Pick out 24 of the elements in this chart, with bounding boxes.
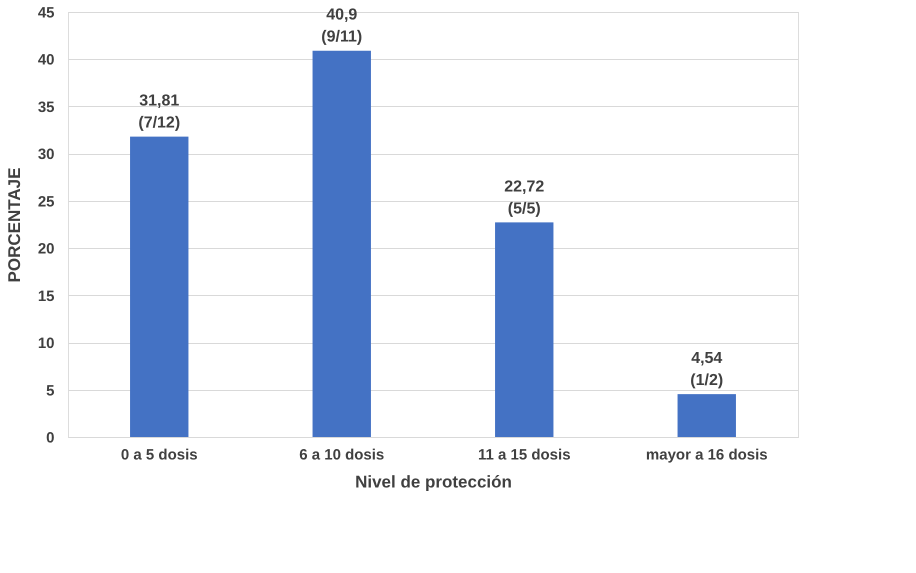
y-tick-label: 40 (38, 52, 54, 69)
y-tick-label: 0 (46, 430, 54, 446)
data-label: 31,81 (7/12) (138, 92, 180, 132)
data-label: 40,9 (9/11) (321, 6, 362, 46)
bar (495, 222, 554, 437)
x-tick-label: mayor a 16 dosis (646, 446, 768, 464)
y-tick-label: 35 (38, 98, 54, 116)
y-tick-label: 30 (38, 146, 54, 164)
bar (678, 394, 736, 437)
y-axis-title: PORCENTAJE (4, 168, 24, 282)
bar (130, 136, 188, 437)
bar (312, 50, 371, 437)
y-tick-label: 45 (38, 4, 54, 22)
y-tick-label: 10 (38, 335, 54, 352)
y-tick-label: 20 (38, 240, 54, 258)
data-label: 22,72 (5/5) (504, 178, 544, 218)
x-axis-title: Nivel de protección (355, 472, 512, 492)
data-label: 4,54 (1/2) (690, 350, 724, 390)
x-tick-label: 0 a 5 dosis (120, 446, 198, 464)
x-tick-label: 6 a 10 dosis (299, 446, 384, 464)
y-tick-label: 25 (38, 193, 54, 210)
x-tick-label: 11 a 15 dosis (478, 446, 571, 464)
y-tick-label: 15 (38, 288, 54, 305)
y-tick-label: 5 (46, 382, 54, 400)
